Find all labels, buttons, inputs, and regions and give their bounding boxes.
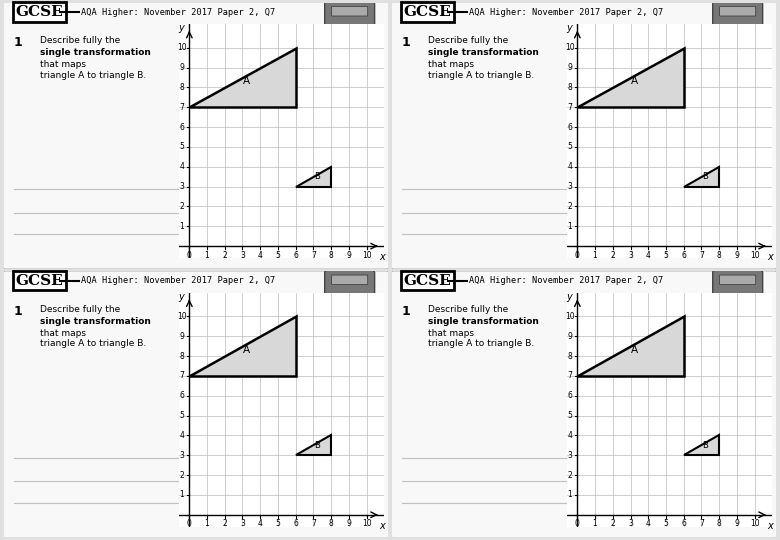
Text: AQA Higher: November 2017 Paper 2, Q7: AQA Higher: November 2017 Paper 2, Q7 xyxy=(469,8,663,17)
Text: [3 marks]: [3 marks] xyxy=(718,36,767,45)
Text: triangle A to triangle B.: triangle A to triangle B. xyxy=(41,71,147,79)
Text: GCSE: GCSE xyxy=(403,5,451,19)
Text: AQA Higher: November 2017 Paper 2, Q7: AQA Higher: November 2017 Paper 2, Q7 xyxy=(469,276,663,285)
Text: Describe fully the: Describe fully the xyxy=(41,36,121,45)
Text: AQA Higher: November 2017 Paper 2, Q7: AQA Higher: November 2017 Paper 2, Q7 xyxy=(81,8,275,17)
Text: that maps: that maps xyxy=(428,60,474,69)
Text: single transformation: single transformation xyxy=(41,316,151,326)
Text: Describe fully the: Describe fully the xyxy=(428,36,509,45)
Text: that maps: that maps xyxy=(41,328,87,338)
Text: [3 marks]: [3 marks] xyxy=(329,305,378,314)
Text: single transformation: single transformation xyxy=(428,48,539,57)
FancyBboxPatch shape xyxy=(3,271,389,538)
Text: single transformation: single transformation xyxy=(41,48,151,57)
Text: 1: 1 xyxy=(13,36,23,49)
Text: [3 marks]: [3 marks] xyxy=(718,305,767,314)
Text: [3 marks]: [3 marks] xyxy=(329,36,378,45)
FancyBboxPatch shape xyxy=(332,6,367,16)
FancyBboxPatch shape xyxy=(391,2,777,269)
Text: single transformation: single transformation xyxy=(428,316,539,326)
FancyBboxPatch shape xyxy=(720,6,756,16)
Text: GCSE: GCSE xyxy=(16,274,63,288)
FancyBboxPatch shape xyxy=(332,275,367,285)
Text: triangle A to triangle B.: triangle A to triangle B. xyxy=(428,71,534,79)
Text: that maps: that maps xyxy=(41,60,87,69)
Text: triangle A to triangle B.: triangle A to triangle B. xyxy=(428,339,534,348)
Text: Describe fully the: Describe fully the xyxy=(41,305,121,314)
FancyBboxPatch shape xyxy=(324,270,374,295)
Text: Describe fully the: Describe fully the xyxy=(428,305,509,314)
FancyBboxPatch shape xyxy=(324,2,374,26)
FancyBboxPatch shape xyxy=(720,275,756,285)
Text: 1: 1 xyxy=(402,36,410,49)
FancyBboxPatch shape xyxy=(391,271,777,538)
Text: triangle A to triangle B.: triangle A to triangle B. xyxy=(41,339,147,348)
Text: AQA Higher: November 2017 Paper 2, Q7: AQA Higher: November 2017 Paper 2, Q7 xyxy=(81,276,275,285)
FancyBboxPatch shape xyxy=(3,2,389,269)
Text: GCSE: GCSE xyxy=(403,274,451,288)
Text: 1: 1 xyxy=(13,305,23,318)
FancyBboxPatch shape xyxy=(713,270,763,295)
FancyBboxPatch shape xyxy=(713,2,763,26)
Text: that maps: that maps xyxy=(428,328,474,338)
Text: GCSE: GCSE xyxy=(16,5,63,19)
Text: 1: 1 xyxy=(402,305,410,318)
